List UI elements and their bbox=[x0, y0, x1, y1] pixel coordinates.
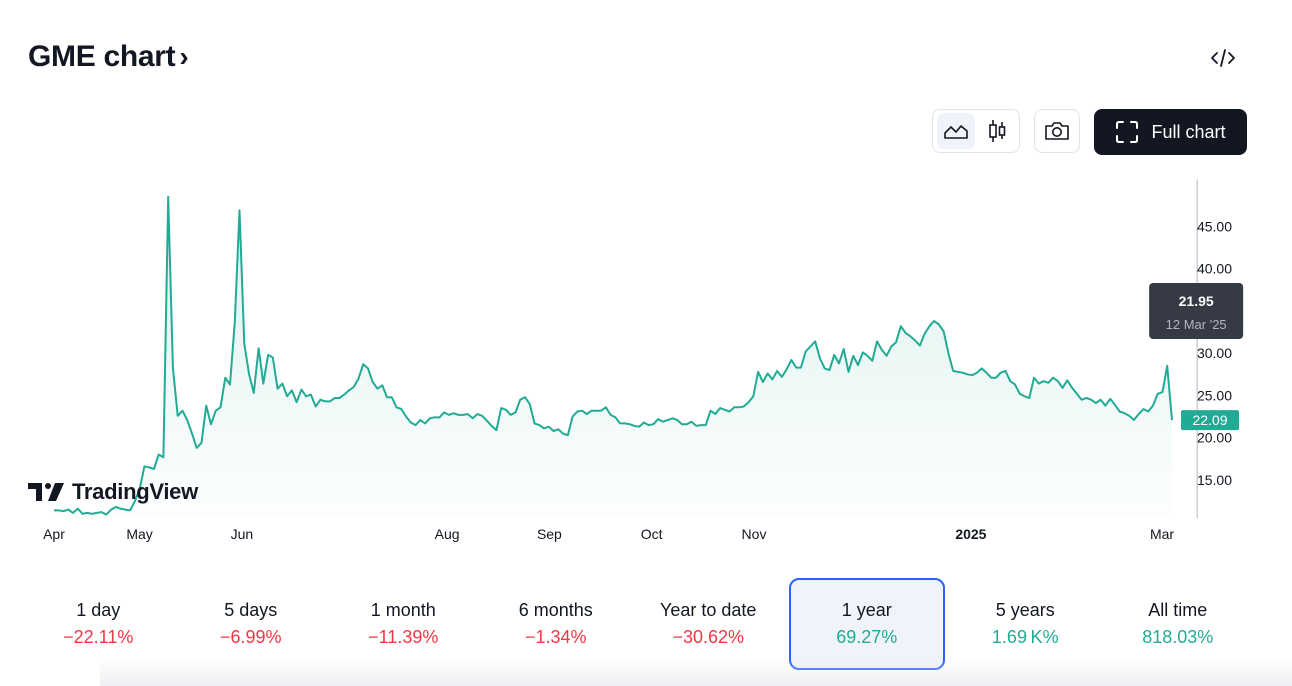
y-tick-label: 45.00 bbox=[1197, 219, 1232, 235]
period-label: 5 days bbox=[224, 600, 278, 620]
period-1-year[interactable]: 1 year 69.27% bbox=[788, 578, 945, 670]
tooltip-value: 21.95 bbox=[1179, 293, 1214, 309]
period-change: 69.27% bbox=[836, 627, 898, 647]
x-tick-label: Aug bbox=[435, 526, 460, 542]
y-tick-label: 40.00 bbox=[1197, 261, 1232, 277]
x-tick-label: Oct bbox=[641, 526, 663, 542]
x-tick-label: Mar bbox=[1150, 526, 1174, 542]
fullscreen-icon bbox=[1116, 121, 1139, 143]
chevron-right-icon: › bbox=[179, 41, 189, 72]
x-tick-label: Apr bbox=[43, 526, 65, 542]
period-5-years[interactable]: 5 years 1.69 K% bbox=[949, 578, 1102, 670]
page-title[interactable]: GME chart › bbox=[28, 40, 189, 74]
period-6-months[interactable]: 6 months −1.34% bbox=[480, 578, 633, 670]
tooltip-date: 12 Mar '25 bbox=[1166, 317, 1227, 332]
x-tick-label: Nov bbox=[742, 526, 767, 542]
full-chart-button[interactable]: Full chart bbox=[1094, 109, 1247, 155]
candlestick-icon bbox=[988, 120, 1005, 142]
period-selector: 1 day −22.11% 5 days −6.99% 1 month −11.39% 6 … bbox=[22, 578, 1254, 670]
period-all-time[interactable]: All time 818.03% bbox=[1102, 578, 1255, 670]
snapshot-button[interactable] bbox=[1034, 109, 1080, 153]
x-tick-label: 2025 bbox=[955, 526, 986, 542]
period-label: 1 year bbox=[841, 600, 892, 620]
tradingview-logo: TradingView bbox=[28, 479, 198, 505]
tooltip-box bbox=[1149, 283, 1244, 339]
period-label: All time bbox=[1148, 600, 1208, 620]
code-icon[interactable] bbox=[1206, 42, 1240, 74]
watermark-text: TradingView bbox=[72, 479, 198, 504]
period-label: 5 years bbox=[995, 600, 1055, 620]
camera-icon bbox=[1045, 122, 1069, 140]
tradingview-mark-icon bbox=[28, 483, 64, 501]
candlestick-button[interactable] bbox=[978, 113, 1016, 149]
full-chart-label: Full chart bbox=[1151, 121, 1226, 142]
period-change: 818.03% bbox=[1142, 627, 1214, 647]
y-tick-label: 15.00 bbox=[1197, 472, 1232, 488]
chart-title: GME chart bbox=[28, 40, 176, 73]
y-tick-label: 20.00 bbox=[1197, 430, 1232, 446]
period-label: 6 months bbox=[518, 600, 593, 620]
period-change: −11.39% bbox=[368, 627, 439, 647]
period-label: 1 day bbox=[76, 600, 121, 620]
x-tick-label: May bbox=[126, 526, 152, 542]
y-tick-label: 25.00 bbox=[1197, 388, 1232, 404]
chart-style-toggle bbox=[932, 109, 1020, 153]
area-chart-icon bbox=[943, 125, 968, 139]
area-chart-button[interactable] bbox=[936, 113, 975, 149]
period-label: 1 month bbox=[370, 600, 436, 620]
period-label: Year to date bbox=[660, 600, 757, 620]
price-area bbox=[54, 196, 1172, 518]
period-change: −1.34% bbox=[524, 627, 587, 647]
period-year-to-date[interactable]: Year to date −30.62% bbox=[632, 578, 785, 670]
period-change: −30.62% bbox=[672, 627, 745, 647]
last-price-label: 22.09 bbox=[1192, 412, 1227, 428]
x-tick-label: Sep bbox=[537, 526, 562, 542]
period-5-days[interactable]: 5 days −6.99% bbox=[175, 578, 328, 670]
period-change: −22.11% bbox=[63, 627, 134, 647]
period-1-month[interactable]: 1 month −11.39% bbox=[327, 578, 480, 670]
period-1-day[interactable]: 1 day −22.11% bbox=[22, 578, 175, 670]
period-change: 1.69 K% bbox=[991, 627, 1059, 647]
y-tick-label: 30.00 bbox=[1197, 345, 1232, 361]
x-tick-label: Jun bbox=[231, 526, 254, 542]
period-change: −6.99% bbox=[219, 627, 282, 647]
last-price-badge bbox=[1181, 410, 1239, 431]
price-line bbox=[54, 195, 1173, 516]
